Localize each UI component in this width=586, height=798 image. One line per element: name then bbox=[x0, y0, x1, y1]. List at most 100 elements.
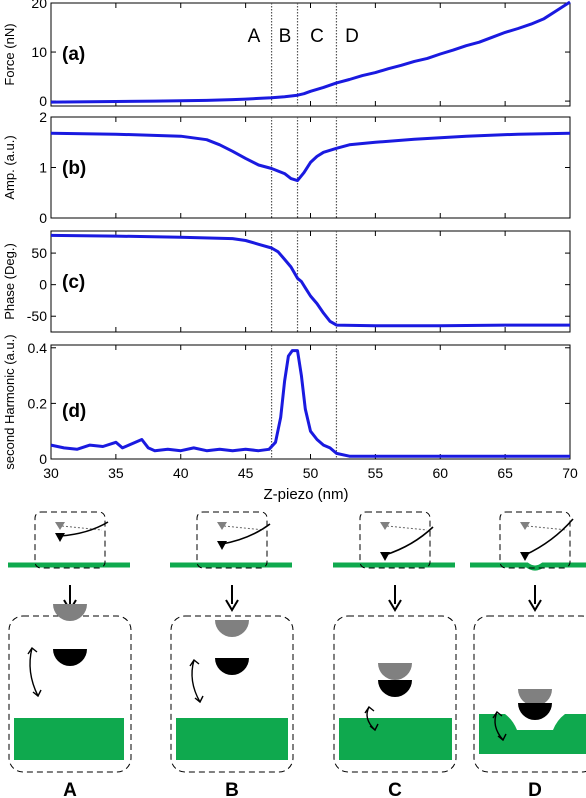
zoom-region bbox=[359, 511, 431, 569]
cantilever-rest bbox=[386, 525, 428, 531]
plots-area: 0 10 20 (a) Force (nN) 0 1 2 (b) Amp. (a.u.) -50 0 5… bbox=[2, 0, 578, 481]
panel-label: (d) bbox=[62, 401, 86, 422]
schematics: A B C D bbox=[8, 511, 586, 798]
tip-rest-position bbox=[215, 620, 249, 637]
oscillation-arrow-head bbox=[27, 646, 38, 655]
schematic-label: C bbox=[388, 780, 402, 798]
y-axis-label: second Harmonic (a.u.) bbox=[2, 334, 17, 469]
x-axis-label: Z-piezo (nm) bbox=[263, 486, 348, 503]
tip-current bbox=[380, 552, 390, 561]
cantilever bbox=[384, 526, 434, 556]
zoom-region bbox=[196, 511, 268, 569]
y-tick-label: 50 bbox=[31, 245, 47, 261]
region-labels: A B C D bbox=[248, 26, 359, 47]
tip-current-position bbox=[378, 680, 412, 697]
schematic-a: A bbox=[8, 511, 132, 798]
substrate-block bbox=[479, 714, 586, 754]
y-tick-label: 20 bbox=[31, 0, 47, 11]
zoom-arrow-head bbox=[225, 599, 239, 612]
y-tick-label: 0 bbox=[39, 277, 47, 293]
y-tick-label: -50 bbox=[27, 308, 47, 324]
x-tick-label: 55 bbox=[368, 465, 384, 481]
oscillation-arrow bbox=[492, 710, 507, 742]
y-axis-label: Force (nN) bbox=[2, 23, 17, 85]
schematic-c: C bbox=[333, 511, 457, 798]
panel-b: 0 1 2 (b) Amp. (a.u.) bbox=[2, 109, 571, 226]
panel-c: -50 0 50 (c) Phase (Deg.) bbox=[2, 230, 571, 333]
oscillation-arrow-head bbox=[369, 723, 379, 732]
zoom-region bbox=[499, 511, 571, 569]
region-label-a: A bbox=[248, 26, 261, 47]
zoom-box bbox=[333, 615, 457, 773]
schematic-b: B bbox=[170, 511, 294, 798]
tip-rest bbox=[520, 522, 530, 530]
panel-a: 0 10 20 (a) Force (nN) bbox=[2, 0, 571, 109]
tip-rest bbox=[55, 522, 65, 530]
tip-current-position bbox=[518, 703, 552, 720]
zoom-box bbox=[8, 615, 132, 773]
cantilever-rest bbox=[526, 525, 568, 531]
region-label-c: C bbox=[310, 26, 324, 47]
schematic-label: A bbox=[63, 780, 77, 798]
oscillation-arrow-head bbox=[364, 705, 375, 714]
oscillation-arrow-head bbox=[32, 689, 42, 698]
x-tick-label: 70 bbox=[562, 465, 578, 481]
y-tick-label: 2 bbox=[39, 109, 47, 125]
x-tick-label: 40 bbox=[173, 465, 189, 481]
y-axis-label: Phase (Deg.) bbox=[2, 243, 17, 320]
cantilever bbox=[221, 523, 271, 545]
y-tick-label: 0.4 bbox=[28, 340, 48, 356]
oscillation-arrow-head bbox=[497, 733, 507, 742]
zoom-region bbox=[34, 511, 106, 569]
schematic-label: B bbox=[225, 780, 239, 798]
panel-d: 0 0.2 0.4 30 35 40 45 50 55 60 65 70 (d) second Harmo… bbox=[2, 334, 578, 481]
tip-current bbox=[520, 552, 530, 561]
y-tick-label: 0.2 bbox=[28, 395, 48, 411]
x-tick-label: 45 bbox=[238, 465, 254, 481]
series-line bbox=[50, 131, 571, 183]
cantilever bbox=[59, 521, 109, 537]
tip-current-position bbox=[215, 658, 249, 675]
oscillation-arrow-head bbox=[492, 710, 503, 719]
plot-frame bbox=[50, 230, 571, 333]
cantilever-rest bbox=[61, 525, 103, 531]
tip-rest-position bbox=[378, 663, 412, 680]
panel-label: (b) bbox=[62, 158, 86, 179]
tip-current-position bbox=[53, 649, 87, 666]
schematic-d: D bbox=[470, 511, 586, 798]
tip-rest bbox=[380, 522, 390, 530]
tip-current bbox=[217, 541, 227, 550]
region-label-d: D bbox=[345, 26, 359, 47]
region-label-b: B bbox=[279, 26, 292, 47]
oscillation-arrow bbox=[364, 705, 379, 732]
y-tick-label: 0 bbox=[39, 451, 47, 467]
zoom-arrow-head bbox=[388, 599, 402, 612]
tip-rest-position bbox=[53, 604, 87, 621]
substrate-block bbox=[14, 718, 124, 760]
y-tick-label: 10 bbox=[31, 44, 47, 60]
series-line bbox=[50, 233, 570, 328]
substrate-block bbox=[176, 718, 288, 760]
substrate-block bbox=[339, 718, 452, 760]
oscillation-arrow-shaft bbox=[29, 647, 39, 697]
tip-rest-position bbox=[518, 689, 552, 706]
plot-frame bbox=[50, 344, 571, 460]
oscillation-arrow-head bbox=[194, 695, 204, 704]
cantilever bbox=[524, 518, 574, 556]
oscillation-arrow-head bbox=[189, 658, 200, 667]
panel-label: (c) bbox=[62, 272, 85, 293]
schematic-label: D bbox=[528, 780, 542, 798]
zoom-box bbox=[170, 615, 294, 773]
x-tick-label: 50 bbox=[303, 465, 319, 481]
y-tick-label: 1 bbox=[39, 160, 47, 176]
oscillation-arrow-shaft bbox=[191, 659, 201, 703]
oscillation-arrow bbox=[189, 658, 204, 704]
oscillation-arrow bbox=[27, 646, 42, 698]
panel-label: (a) bbox=[62, 44, 85, 65]
cantilever-rest bbox=[223, 525, 265, 531]
y-tick-label: 0 bbox=[39, 93, 47, 109]
plot-frame bbox=[50, 116, 571, 219]
tip-current bbox=[55, 533, 65, 542]
zoom-box bbox=[473, 615, 586, 773]
